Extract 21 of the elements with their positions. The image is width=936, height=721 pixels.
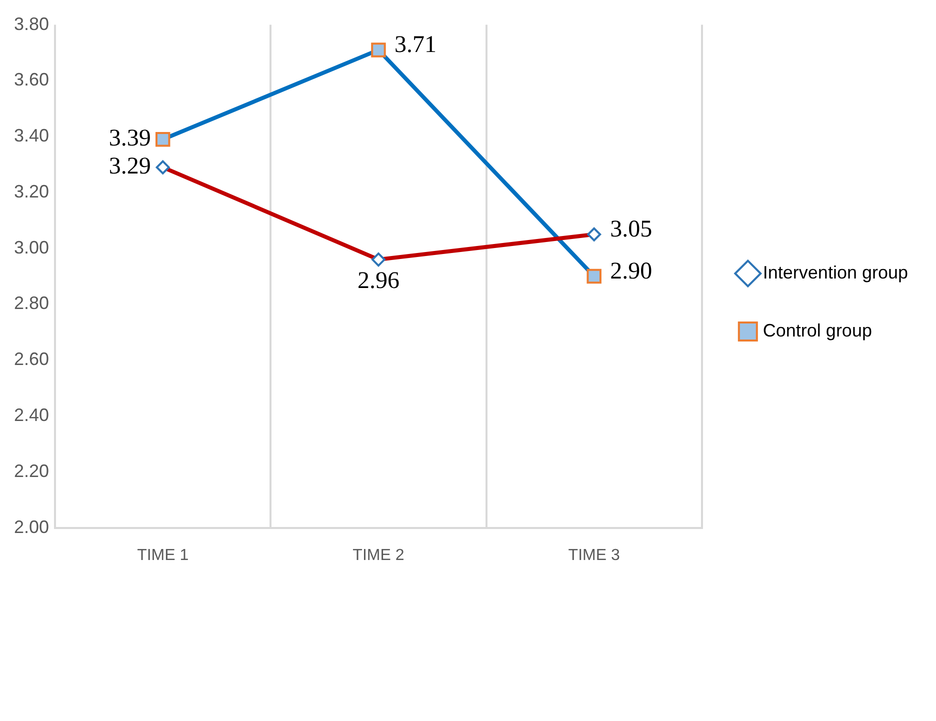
- y-tick-label: 3.40: [14, 126, 50, 146]
- y-tick-label: 2.00: [14, 516, 50, 537]
- x-tick-label: TIME 3: [568, 546, 620, 564]
- y-tick-label: 2.40: [14, 404, 50, 425]
- legend-label: Intervention group: [762, 262, 908, 282]
- y-tick-label: 2.60: [14, 349, 50, 370]
- data-label: 2.96: [357, 268, 400, 294]
- y-tick-label: 3.00: [14, 237, 50, 258]
- data-label: 3.29: [108, 154, 151, 180]
- y-tick-label: 3.60: [14, 70, 50, 90]
- y-tick-label: 3.80: [14, 14, 50, 34]
- y-tick-label: 2.80: [14, 293, 50, 314]
- y-tick-label: 3.20: [14, 181, 50, 202]
- data-label: 3.39: [108, 126, 151, 152]
- data-label: 2.90: [610, 258, 652, 285]
- x-tick-label: TIME 2: [352, 546, 404, 564]
- legend-label: Control group: [762, 320, 872, 340]
- data-label: 3.71: [394, 32, 436, 58]
- data-label: 3.05: [610, 216, 652, 243]
- x-tick-label: TIME 1: [137, 546, 189, 564]
- y-tick-label: 2.20: [14, 460, 50, 481]
